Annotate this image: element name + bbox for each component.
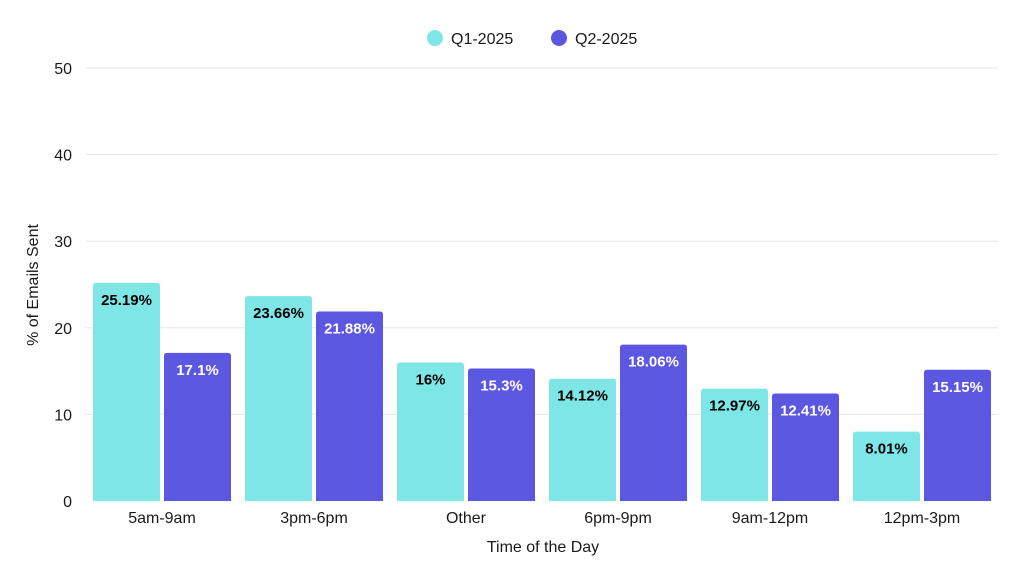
y-tick-label: 30 (54, 234, 72, 251)
x-axis-title: Time of the Day (487, 539, 599, 556)
bar-q2-2025[interactable] (468, 368, 535, 501)
bar-q1-2025[interactable] (397, 362, 464, 501)
bar-q1-2025[interactable] (701, 388, 768, 501)
y-axis-ticks: 0 10 20 30 40 50 (54, 61, 72, 511)
legend-swatch (551, 30, 567, 46)
x-tick-label: 12pm-3pm (884, 510, 960, 527)
legend-item-q2-2025[interactable]: Q2-2025 (551, 30, 637, 48)
bar-value-label: 16% (415, 371, 445, 388)
bar-value-label: 17.1% (176, 362, 219, 379)
bar-value-label: 23.66% (253, 305, 304, 322)
legend[interactable]: Q1-2025 Q2-2025 (427, 30, 637, 48)
bar-q1-2025[interactable] (93, 282, 160, 501)
x-tick-label: 5am-9am (128, 510, 196, 527)
bar-q2-2025[interactable] (620, 344, 687, 501)
bar-q1-2025[interactable] (853, 431, 920, 501)
legend-swatch (427, 30, 443, 46)
legend-label: Q2-2025 (575, 31, 637, 48)
bar-value-label: 8.01% (865, 441, 908, 458)
legend-item-q1-2025[interactable]: Q1-2025 (427, 30, 513, 48)
legend-label: Q1-2025 (451, 31, 513, 48)
bars (93, 282, 991, 501)
bar-value-label: 25.19% (101, 292, 152, 309)
x-tick-label: 9am-12pm (732, 510, 808, 527)
bar-value-label: 12.97% (709, 398, 760, 415)
x-axis-ticks: 5am-9am 3pm-6pm Other 6pm-9pm 9am-12pm 12pm-3… (128, 510, 960, 527)
y-tick-label: 10 (54, 407, 72, 424)
y-tick-label: 50 (54, 61, 72, 78)
y-tick-label: 20 (54, 321, 72, 338)
gridlines (86, 67, 998, 415)
bar-value-label: 15.3% (480, 378, 523, 395)
bar-value-label: 21.88% (324, 321, 375, 338)
y-axis-title: % of Emails Sent (25, 224, 42, 346)
bar-q2-2025[interactable] (772, 393, 839, 501)
y-tick-label: 40 (54, 148, 72, 165)
bar-q1-2025[interactable] (245, 296, 312, 501)
bar-q2-2025[interactable] (924, 369, 991, 501)
bar-value-label: 14.12% (557, 388, 608, 405)
bar-q2-2025[interactable] (316, 311, 383, 501)
bar-q2-2025[interactable] (164, 352, 231, 501)
bar-q1-2025[interactable] (549, 378, 616, 501)
x-tick-label: 6pm-9pm (584, 510, 652, 527)
y-tick-label: 0 (63, 494, 72, 511)
x-tick-label: Other (446, 510, 487, 527)
bar-value-label: 15.15% (932, 379, 983, 396)
bar-value-label: 12.41% (780, 403, 831, 420)
bar-labels: 25.19% 17.1% 23.66% 21.88% 16% 15.3% 14.12% 18.… (101, 292, 983, 458)
bar-value-label: 18.06% (628, 354, 679, 371)
x-tick-label: 3pm-6pm (280, 510, 348, 527)
